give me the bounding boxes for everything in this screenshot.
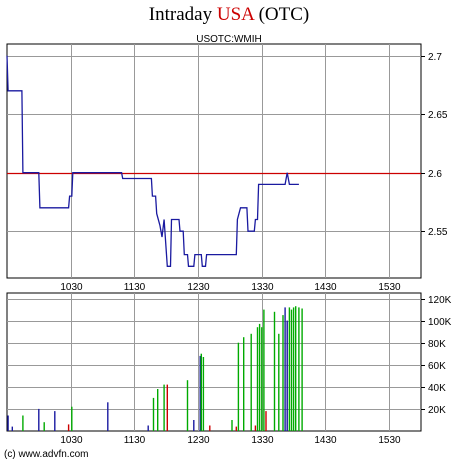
volume-y-tick-label: 120K (428, 295, 452, 306)
volume-x-tick-label: 1030 (60, 435, 83, 446)
volume-y-tick-label: 60K (428, 361, 446, 372)
volume-x-tick-label: 1130 (124, 435, 146, 446)
volume-x-tick-label: 1430 (314, 435, 337, 446)
volume-x-tick-label: 1230 (187, 435, 210, 446)
price-panel: 1030 1130 1230 1330 1430 1530 2.55 2.6 2.65 2.7 (6, 43, 448, 293)
symbol-label: USOTC:WMIH (196, 34, 262, 45)
price-y-tick-label: 2.65 (428, 110, 448, 121)
volume-panel: 1030 1130 1230 1330 1430 1530 20K 40K 60K 80K 100K… (6, 292, 452, 446)
price-x-tick-label: 1230 (187, 282, 210, 293)
title-suffix: (OTC) (258, 4, 310, 25)
price-x-tick-label: 1130 (124, 282, 146, 293)
price-series-line (6, 55, 299, 267)
volume-x-tick-label: 1330 (251, 435, 274, 446)
volume-y-tick-label: 100K (428, 317, 452, 328)
price-x-tick-label: 1030 (60, 282, 83, 293)
chart-title: Intraday USA (OTC) (0, 4, 458, 26)
volume-y-tick-label: 80K (428, 339, 446, 350)
price-x-tick-label: 1430 (314, 282, 337, 293)
volume-plot-frame (6, 292, 422, 432)
price-y-tick-label: 2.7 (428, 52, 442, 63)
source-label: (c) www.advfn.com (4, 449, 89, 460)
volume-y-tick-label: 20K (428, 405, 446, 416)
price-plot-frame (6, 43, 422, 279)
volume-y-tick-label: 40K (428, 383, 446, 394)
volume-x-tick-label: 1530 (378, 435, 401, 446)
title-accent: USA (216, 4, 254, 25)
price-x-tick-label: 1530 (378, 282, 401, 293)
price-y-tick-label: 2.6 (428, 169, 442, 180)
price-y-tick-label: 2.55 (428, 227, 448, 238)
price-x-tick-label: 1330 (251, 282, 274, 293)
title-prefix: Intraday (148, 4, 213, 25)
